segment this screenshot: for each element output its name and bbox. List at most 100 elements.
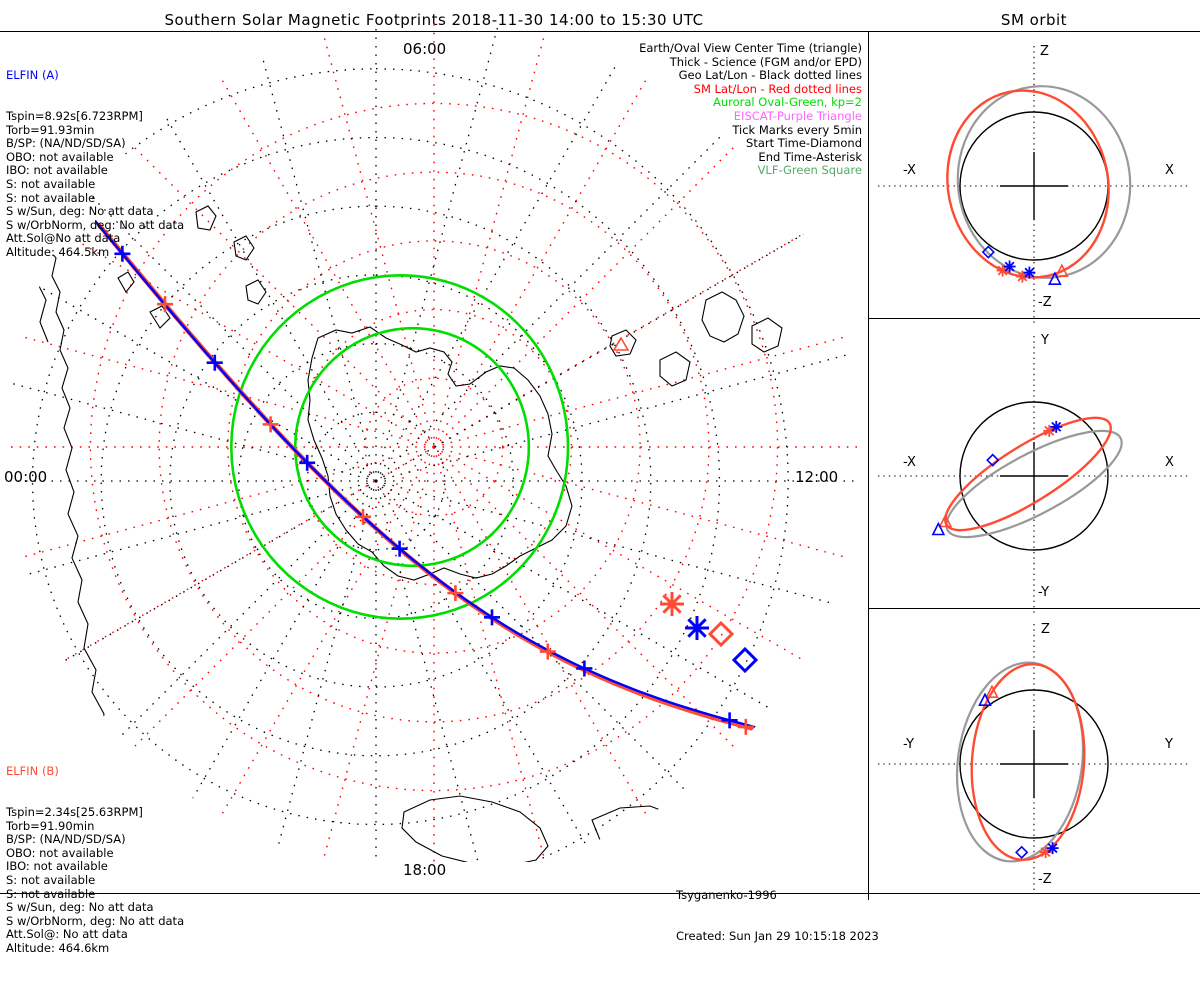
elfin-b-line-2: B/SP: (NA/ND/SD/SA): [6, 832, 126, 847]
orbit-diamond-blue: [981, 245, 995, 259]
tick-markers: [114, 245, 754, 735]
elfin-b-line-9: Att.Sol@: No att data: [6, 927, 128, 942]
orbit-asterisk-red: [997, 265, 1008, 276]
legend-entry-5: EISCAT-Purple Triangle: [733, 108, 862, 123]
sm-grid: [8, 21, 860, 862]
elfin-a-line-4: IBO: not available: [6, 163, 108, 178]
start-diamond-elfin-a: [731, 646, 759, 674]
elfin-a-line-9: Att.Sol@No att data: [6, 231, 121, 246]
orbit-triangle-red: [985, 684, 999, 699]
legend-entry-6: Tick Marks every 5min: [732, 122, 862, 137]
endpoint-markers: [660, 592, 759, 674]
legend-entry-2: Geo Lat/Lon - Black dotted lines: [678, 68, 862, 83]
legend-entry-0: Earth/Oval View Center Time (triangle): [639, 41, 862, 55]
model-name: Tsyganenko-1996: [676, 888, 777, 903]
mlt-label-bottom: 18:00: [403, 861, 447, 879]
elfin-b-line-0: Tspin=2.34s[25.63RPM]: [6, 804, 143, 819]
orbit-diamond-blue: [986, 453, 1000, 467]
orbit-xy-label-negx: -X: [903, 455, 916, 470]
orbit-panel-title: SM orbit: [1000, 11, 1068, 29]
orbit-xy-label-y: Y: [1041, 333, 1049, 348]
orbit-panel-yz: [878, 624, 1190, 894]
orbit-xy-label-x: X: [1165, 455, 1174, 470]
orbit-asterisk-blue: [1024, 267, 1035, 278]
auroral-oval-inner: [293, 326, 531, 568]
orbit-xz-label-x: X: [1165, 163, 1174, 178]
legend-entry-3: SM Lat/Lon - Red dotted lines: [693, 81, 862, 96]
legend-entry-9: VLF-Green Square: [757, 163, 862, 178]
mlt-label-top: 06:00: [403, 40, 447, 58]
orbit-asterisk-red: [1040, 847, 1051, 858]
figure-root: Southern Solar Magnetic Footprints 2018-…: [0, 11, 1200, 955]
divider-orbit-bottom: [868, 893, 1200, 894]
end-asterisk-elfin-a: [687, 618, 707, 638]
orbit-xy-label-negy: -Y: [1038, 585, 1050, 600]
elfin-b-line-7: S w/Sun, deg: No att data: [6, 900, 154, 915]
legend-entry-4: Auroral Oval-Green, kp=2: [712, 95, 862, 110]
elfin-a-lines: Tspin=8.92s[6.723RPM] Torb=91.93min B/SP: …: [6, 108, 185, 260]
map-legend-key: Earth/Oval View Center Time (triangle) Th…: [639, 41, 862, 178]
elfin-a-line-1: Torb=91.93min: [6, 122, 95, 137]
elfin-b-line-8: S w/OrbNorm, deg: No att data: [6, 913, 185, 928]
divider-orbit-2: [868, 608, 1200, 609]
orbit-asterisk-red: [1044, 425, 1055, 436]
orbit-trace-red: [944, 416, 1112, 532]
elfin-b-line-3: OBO: not available: [6, 845, 114, 860]
elfin-b-line-1: Torb=91.90min: [6, 818, 95, 833]
orbit-trace-red: [946, 89, 1110, 279]
elfin-a-line-6: S: not available: [6, 190, 96, 205]
track-elfin-b: [96, 222, 762, 733]
orbit-panel-xy: [878, 336, 1190, 616]
orbit-trace-gray: [955, 661, 1085, 863]
elfin-b-line-5: S: not available: [6, 872, 96, 887]
polar-footprint-map: [8, 21, 860, 862]
model-credit-block: Tsyganenko-1996 Created: Sun Jan 29 10:1…: [676, 862, 879, 971]
start-diamond-elfin-b: [707, 620, 735, 648]
orbit-xz-label-negz: -Z: [1038, 295, 1052, 310]
elfin-b-header: ELFIN (B): [6, 764, 59, 779]
track-elfin-a: [94, 220, 758, 729]
elfin-a-line-2: B/SP: (NA/ND/SD/SA): [6, 136, 126, 151]
elfin-a-line-10: Altitude: 464.5km: [6, 244, 110, 259]
orbit-triangle-blue: [931, 521, 946, 536]
view-center-triangle: [612, 336, 630, 351]
footprint-tracks: [94, 220, 762, 733]
orbit-yz-label-negz: -Z: [1038, 872, 1052, 887]
auroral-oval-outer: [229, 273, 570, 621]
orbit-asterisk-blue: [1004, 261, 1015, 272]
orbit-yz-label-negy: -Y: [903, 737, 915, 752]
orbit-asterisk-blue: [1051, 421, 1062, 432]
elfin-b-line-10: Altitude: 464.6km: [6, 940, 110, 955]
orbit-triangle-red: [938, 513, 953, 528]
earth-circle: [959, 689, 1109, 839]
divider-orbit-1: [868, 318, 1200, 319]
auroral-oval: [229, 273, 570, 621]
mlt-label-left: 00:00: [4, 468, 48, 486]
elfin-a-line-0: Tspin=8.92s[6.723RPM]: [6, 108, 143, 123]
orbit-triangle-red: [1055, 263, 1069, 278]
orbit-trace-red: [970, 662, 1086, 862]
divider-main-bottom: [0, 893, 868, 894]
orbit-panel-xz: [878, 46, 1190, 326]
sm-orbit-panels: [878, 46, 1190, 894]
created-timestamp: Created: Sun Jan 29 10:15:18 2023: [676, 928, 879, 943]
elfin-a-line-3: OBO: not available: [6, 149, 114, 164]
orbit-triangle-blue: [978, 692, 992, 707]
orbit-asterisk-red: [1017, 271, 1028, 282]
orbit-trace-gray: [945, 429, 1123, 539]
end-asterisk-elfin-b: [662, 594, 682, 614]
legend-entry-8: End Time-Asterisk: [758, 149, 862, 164]
mlt-label-right: 12:00: [795, 468, 839, 486]
elfin-b-info-block: ELFIN (B) Tspin=2.34s[25.63RPM] Torb=91.9…: [6, 738, 184, 983]
elfin-b-lines: Tspin=2.34s[25.63RPM] Torb=91.90min B/SP: …: [6, 804, 185, 956]
elfin-b-line-6: S: not available: [6, 886, 96, 901]
earth-circle: [959, 401, 1109, 551]
orbit-yz-label-z: Z: [1041, 622, 1050, 637]
divider-orbit-top: [868, 31, 1200, 32]
orbit-trace-gray: [956, 85, 1132, 279]
elfin-a-line-8: S w/OrbNorm, deg: No att data: [6, 217, 185, 232]
elfin-a-header: ELFIN (A): [6, 68, 59, 83]
orbit-triangle-blue: [1048, 271, 1062, 286]
elfin-a-line-7: S w/Sun, deg: No att data: [6, 204, 154, 219]
orbit-xz-label-negx: -X: [903, 163, 916, 178]
